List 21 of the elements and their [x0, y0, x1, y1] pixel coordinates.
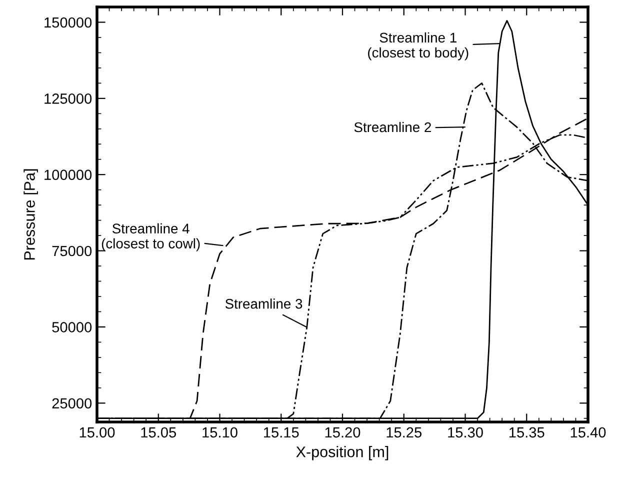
- y-tick-label: 100000: [44, 170, 92, 180]
- x-tick-label: 15.10: [202, 427, 238, 438]
- x-tick-label: 15.40: [570, 427, 606, 438]
- y-tick-label: 50000: [52, 322, 92, 332]
- x-tick-label: 15.35: [509, 427, 544, 438]
- annotation: Streamline 2: [354, 122, 431, 132]
- y-axis-title: Pressure [Pa]: [24, 169, 38, 260]
- annotation: Streamline 4 (closest to cowl): [102, 223, 200, 252]
- x-axis-title: X-position [m]: [296, 446, 388, 460]
- x-tick-label: 15.20: [325, 427, 360, 438]
- x-tick-label: 15.00: [80, 427, 115, 438]
- x-tick-label: 15.05: [141, 427, 176, 438]
- y-tick-label: 150000: [44, 17, 92, 28]
- y-tick-label: 125000: [44, 94, 92, 104]
- x-tick-label: 15.30: [448, 427, 483, 438]
- y-tick-label: 25000: [52, 398, 92, 409]
- y-tick-label: 75000: [52, 246, 92, 256]
- annotation: Streamline 1 (closest to body): [368, 32, 468, 60]
- x-tick-label: 15.25: [386, 427, 422, 438]
- x-tick-label: 15.15: [264, 427, 299, 438]
- annotation: Streamline 3: [225, 298, 302, 309]
